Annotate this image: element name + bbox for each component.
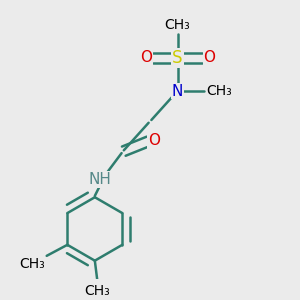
- Text: O: O: [148, 133, 160, 148]
- Text: CH₃: CH₃: [20, 257, 45, 271]
- Text: O: O: [140, 50, 152, 65]
- Text: N: N: [172, 83, 183, 98]
- Text: NH: NH: [89, 172, 112, 187]
- Text: CH₃: CH₃: [165, 18, 190, 32]
- Text: CH₃: CH₃: [85, 284, 110, 298]
- Text: CH₃: CH₃: [206, 84, 232, 98]
- Text: S: S: [172, 49, 183, 67]
- Text: O: O: [203, 50, 215, 65]
